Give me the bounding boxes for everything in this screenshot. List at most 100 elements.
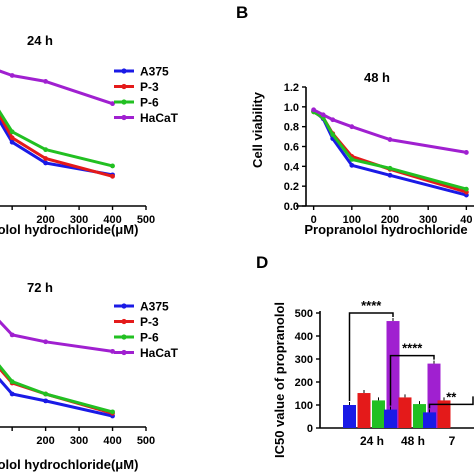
x-tick-label: 300 — [70, 435, 88, 447]
series-lines-24h — [0, 69, 115, 179]
y-tick-label: 0.4 — [284, 161, 300, 173]
data-point-p-6 — [43, 147, 49, 153]
legend-marker-p-6 — [121, 99, 127, 105]
x-tick-label: 300 — [419, 214, 437, 226]
legend-marker-p-6 — [121, 334, 127, 340]
x-tick-label: 0 — [311, 214, 317, 226]
data-point-hacat — [330, 117, 336, 123]
x-tick-label: 300 — [70, 214, 88, 226]
series-line-a375 — [0, 377, 113, 418]
x-tick-label: 40 — [460, 214, 472, 226]
legend-label-a375: A375 — [140, 300, 169, 314]
significance-label: ** — [446, 389, 457, 404]
bars-ic50 — [343, 318, 451, 428]
x-tick-label: 500 — [137, 214, 155, 226]
series-lines-48h — [311, 107, 469, 198]
data-point-p-3 — [9, 135, 15, 141]
data-point-p-3 — [110, 173, 115, 179]
legend-label-p-6: P-6 — [140, 96, 159, 110]
data-point-a375 — [43, 398, 49, 404]
data-point-a375 — [9, 391, 15, 397]
data-point-hacat — [311, 107, 317, 113]
x-axis-label-24h: olol hydrochloride(μM) — [0, 222, 138, 237]
legend-label-hacat: HaCaT — [140, 346, 179, 360]
x-tick-label: 500 — [137, 435, 155, 447]
data-point-a375 — [43, 160, 49, 166]
axes-72h: 200 300 400 500 — [0, 426, 155, 447]
data-point-hacat — [9, 332, 15, 338]
legend-marker-p-3 — [121, 318, 127, 325]
y-tick-label: 0.8 — [284, 122, 299, 134]
data-point-hacat — [43, 339, 49, 345]
data-point-a375 — [387, 172, 393, 178]
y-tick-label: 0 — [307, 423, 313, 435]
x-tick-label: 200 — [36, 214, 54, 226]
data-point-hacat — [387, 137, 393, 142]
legend-marker-hacat — [121, 349, 127, 356]
legend-marker-a375 — [121, 303, 127, 309]
bar-p-3 — [357, 393, 371, 428]
chart-title-72h: 72 h — [27, 280, 53, 295]
axes-24h: 200 300 400 500 — [0, 205, 155, 226]
series-line-hacat — [0, 69, 113, 106]
data-point-a375 — [349, 162, 355, 168]
data-point-p-6 — [9, 129, 15, 135]
legend-label-p-3: P-3 — [140, 315, 159, 329]
significance-label: **** — [361, 298, 382, 313]
data-point-p-6 — [110, 163, 115, 169]
y-tick-label: 1.0 — [284, 102, 299, 114]
panel-48h: B 48 h 0.0 0.2 0.4 0.6 0.8 1.0 1.2 0 100 200 300 40… — [236, 3, 474, 237]
panel-letter-d: D — [256, 253, 268, 272]
significance-bracket — [389, 354, 435, 406]
data-point-p-3 — [43, 156, 49, 161]
significance-label: **** — [402, 341, 423, 356]
data-point-p-6 — [9, 379, 15, 385]
bar-a375 — [423, 412, 436, 428]
bar-p-3 — [398, 397, 412, 428]
x-tick-label: 200 — [381, 214, 399, 226]
y-axis-label-ic50: IC50 value of propranolol — [272, 302, 287, 458]
x-tick-label: 200 — [36, 435, 54, 447]
y-tick-label: 500 — [295, 308, 313, 320]
data-point-hacat — [9, 73, 15, 78]
data-point-hacat — [110, 101, 115, 107]
bar-hacat — [427, 363, 441, 428]
significance-annotations: ********** — [348, 298, 474, 409]
series-line-p-6 — [0, 364, 113, 414]
data-point-p-6 — [110, 409, 115, 415]
data-point-hacat — [320, 112, 326, 118]
y-tick-label: 0.6 — [284, 142, 299, 154]
y-axis-label-48h: Cell viability — [250, 91, 265, 168]
data-point-p-6 — [43, 391, 49, 397]
x-tick-label: 400 — [103, 435, 121, 447]
series-line-a375 — [0, 118, 113, 177]
y-tick-label: 400 — [295, 331, 313, 343]
legend-label-p-6: P-6 — [140, 331, 159, 345]
bar-p-6 — [372, 400, 385, 428]
data-point-a375 — [9, 139, 15, 145]
legend-label-hacat: HaCaT — [140, 111, 179, 125]
legend-label-a375: A375 — [140, 65, 169, 79]
bar-p-6 — [413, 404, 426, 428]
y-tick-label: 100 — [295, 400, 313, 412]
y-tick-label: 0.2 — [284, 181, 299, 193]
y-tick-label: 1.2 — [284, 82, 299, 94]
legend-marker-hacat — [121, 114, 127, 121]
series-line-p-6 — [0, 109, 113, 168]
chart-title-48h: 48 h — [364, 70, 390, 85]
series-lines-72h — [0, 319, 115, 419]
x-tick-label: 100 — [343, 214, 361, 226]
data-point-p-6 — [330, 132, 336, 138]
data-point-hacat — [110, 348, 115, 354]
series-line-p-3 — [0, 113, 113, 178]
data-point-p-6 — [349, 156, 355, 162]
x-tick-label: 24 h — [360, 434, 384, 448]
chart-title-24h: 24 h — [27, 33, 53, 48]
data-point-hacat — [43, 79, 49, 84]
legend-marker-p-3 — [121, 83, 127, 90]
